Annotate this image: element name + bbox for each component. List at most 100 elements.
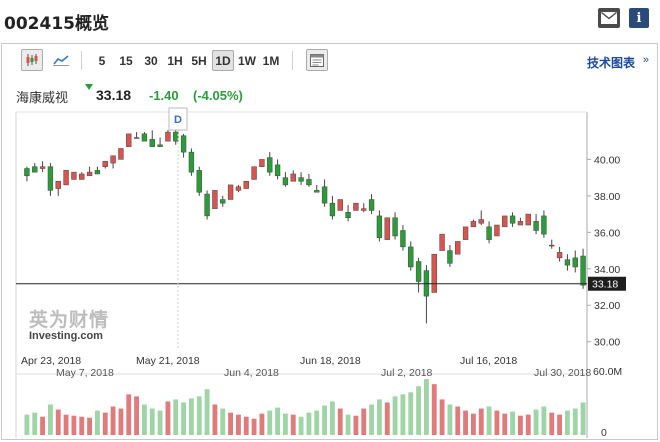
volume-bar [455, 406, 461, 435]
candle-body [165, 131, 171, 142]
candle-body [79, 173, 85, 180]
candle-body [415, 261, 422, 282]
candle-body [173, 131, 179, 142]
x-axis-label: Jun 4, 2018 [224, 367, 279, 379]
volume-bar [298, 416, 304, 435]
volume-bar [134, 396, 140, 435]
volume-bar [173, 399, 179, 435]
volume-bar [510, 411, 516, 435]
volume-bar [486, 406, 492, 435]
candle-body [290, 173, 296, 182]
timeframe-1w[interactable]: 1W [238, 53, 256, 68]
volume-bar [79, 416, 85, 435]
toolbar-separator [81, 51, 82, 70]
volume-bar [541, 406, 547, 435]
chart-widget: 5 15 30 1H 5H 1D 1W 1M 技术图表 » 海康威视 33.18… [1, 43, 658, 440]
volume-bar [259, 413, 265, 435]
timeframe-1h[interactable]: 1H [167, 53, 183, 68]
volume-bar [71, 415, 77, 435]
mail-icon[interactable] [598, 8, 620, 28]
volume-bar [384, 402, 390, 435]
candle-body [368, 199, 375, 211]
line-chart-icon[interactable] [50, 49, 72, 71]
candle-body [55, 181, 61, 189]
chart-settings-icon[interactable] [306, 49, 328, 71]
candle-body [227, 184, 234, 200]
timeframe-15[interactable]: 15 [119, 53, 133, 68]
tech-chart-link[interactable]: 技术图表 [586, 56, 635, 70]
double-chevron-right-icon[interactable]: » [642, 54, 649, 66]
volume-bar [196, 396, 202, 435]
candle-body [141, 133, 148, 142]
volume-bar [353, 415, 359, 435]
toolbar-separator [292, 51, 293, 70]
timeframe-5[interactable]: 5 [98, 53, 106, 68]
volume-bar [94, 410, 100, 435]
volume-bar [204, 389, 210, 435]
last-price: 33.18 [96, 87, 132, 103]
candle-body [126, 133, 132, 147]
candle-body [133, 137, 140, 139]
volume-bar [110, 406, 116, 435]
candle-body [431, 253, 437, 293]
candle-body [86, 171, 93, 177]
timeframe-30[interactable]: 30 [144, 53, 158, 68]
volume-bar [87, 417, 93, 435]
candle-body [486, 226, 492, 240]
x-axis-label: Jul 16, 2018 [460, 355, 517, 367]
candle-body [345, 212, 351, 218]
candle-body [494, 224, 500, 237]
volume-bar [306, 412, 312, 435]
candle-body [282, 177, 289, 186]
volume-bar [557, 414, 563, 435]
volume-bar [470, 413, 476, 435]
volume-bar [32, 412, 38, 435]
volume-bar [580, 402, 586, 435]
volume-bar [322, 405, 328, 435]
volume-bar [494, 410, 500, 435]
timeframe-5h[interactable]: 5H [191, 53, 207, 68]
timeframe-1d[interactable]: 1D [212, 50, 234, 71]
x-axis-label: Jul 2, 2018 [381, 367, 433, 379]
date-cursor-label: D [174, 114, 182, 126]
candle-body [455, 241, 461, 255]
x-axis-label: Apr 23, 2018 [21, 355, 81, 367]
price-tick-label: 32.00 [594, 300, 620, 312]
volume-bar [267, 410, 273, 435]
candle-body [188, 151, 195, 173]
volume-bar [235, 414, 241, 435]
candle-body [353, 202, 359, 211]
candle-body [243, 181, 249, 189]
candle-body [39, 166, 46, 169]
volume-bar [478, 408, 484, 435]
date-cursor-box[interactable] [168, 107, 188, 131]
candlestick-chart[interactable]: 40.00 38.00 36.00 34.00 32.00 30.00 60.0M 0 33.1… [2, 44, 657, 439]
candle-body [259, 159, 265, 167]
candle-body [337, 199, 343, 211]
volume-bar [290, 414, 296, 435]
candlestick-glyph [26, 54, 38, 66]
price-tick-label: 40.00 [594, 154, 620, 166]
candlestick-icon[interactable] [21, 49, 43, 71]
price-change-percent: (-4.05%) [193, 88, 243, 103]
volume-bar [40, 416, 46, 435]
x-axis-label: May 21, 2018 [136, 355, 200, 367]
volume-bar [188, 398, 194, 435]
volume-bar [400, 394, 406, 435]
candle-body [541, 215, 547, 235]
candle-body [361, 208, 367, 211]
volume-bar [564, 410, 570, 435]
timeframe-1m[interactable]: 1M [262, 53, 280, 68]
volume-bar [275, 407, 281, 435]
volume-bar [517, 415, 523, 435]
candle-body [509, 215, 516, 224]
candle-body [220, 199, 226, 204]
candle-body [447, 250, 453, 264]
info-icon[interactable]: i [629, 8, 649, 28]
volume-bar [157, 410, 163, 435]
volume-bar [141, 404, 147, 435]
candle-body [94, 170, 101, 175]
volume-bar [376, 399, 382, 435]
volume-bar [345, 414, 351, 435]
price-tick-label: 34.00 [594, 264, 620, 276]
